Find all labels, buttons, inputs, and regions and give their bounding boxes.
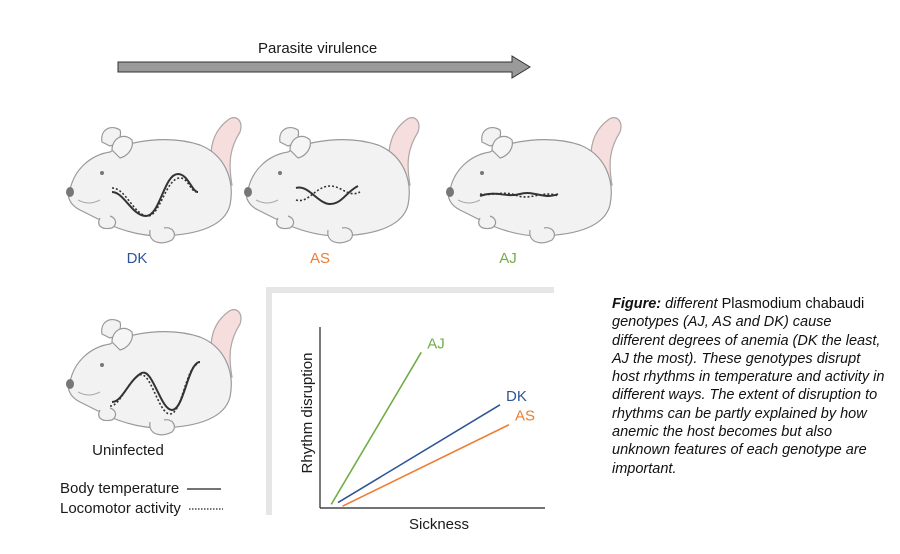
as-temperature-wave xyxy=(295,185,359,206)
mouse-dk-label: DK xyxy=(126,250,148,267)
series-label-dk: DK xyxy=(506,388,527,405)
y-axis-label: Rhythm disruption xyxy=(299,353,316,474)
virulence-arrow-label: Parasite virulence xyxy=(258,40,378,57)
mouse-aj-label: AJ xyxy=(499,250,517,267)
legend-dotted-line xyxy=(189,508,224,510)
legend-body-temperature: Body temperature xyxy=(60,480,223,497)
disruption-chart: Sickness Rhythm disruption AJ DK AS xyxy=(266,287,554,533)
dk-activity-wave xyxy=(111,177,197,217)
uninfected-label: Uninfected xyxy=(92,442,164,459)
series-line-as xyxy=(342,424,510,507)
mouse-as-label: AS xyxy=(309,250,331,267)
mouse-dk-illustration xyxy=(65,117,242,244)
dk-temperature-wave xyxy=(111,172,199,218)
virulence-arrow xyxy=(117,55,531,79)
series-label-aj: AJ xyxy=(427,335,445,352)
figure-caption: Figure: different Plasmodium chabaudi ge… xyxy=(612,295,887,478)
mouse-as-illustration xyxy=(243,117,420,244)
caption-part2: genotypes (AJ, AS and DK) cause differen… xyxy=(612,314,885,477)
caption-part1: different xyxy=(661,296,722,312)
series-line-dk xyxy=(337,404,501,504)
legend-solid-line xyxy=(187,488,222,490)
as-activity-wave xyxy=(295,185,361,202)
series-label-as: AS xyxy=(515,408,535,425)
uninfected-activity-wave xyxy=(109,363,199,415)
caption-species: Plasmodium chabaudi xyxy=(721,296,865,312)
mouse-uninfected-illustration xyxy=(65,309,242,436)
series-line-aj xyxy=(330,351,422,505)
legend-body-temperature-text: Body temperature xyxy=(60,480,180,497)
mouse-aj-illustration xyxy=(445,117,622,244)
legend-locomotor-activity: Locomotor activity xyxy=(60,500,225,517)
caption-figure-label: Figure: xyxy=(612,296,662,312)
x-axis-label: Sickness xyxy=(409,516,469,533)
legend-locomotor-activity-text: Locomotor activity xyxy=(60,500,181,517)
